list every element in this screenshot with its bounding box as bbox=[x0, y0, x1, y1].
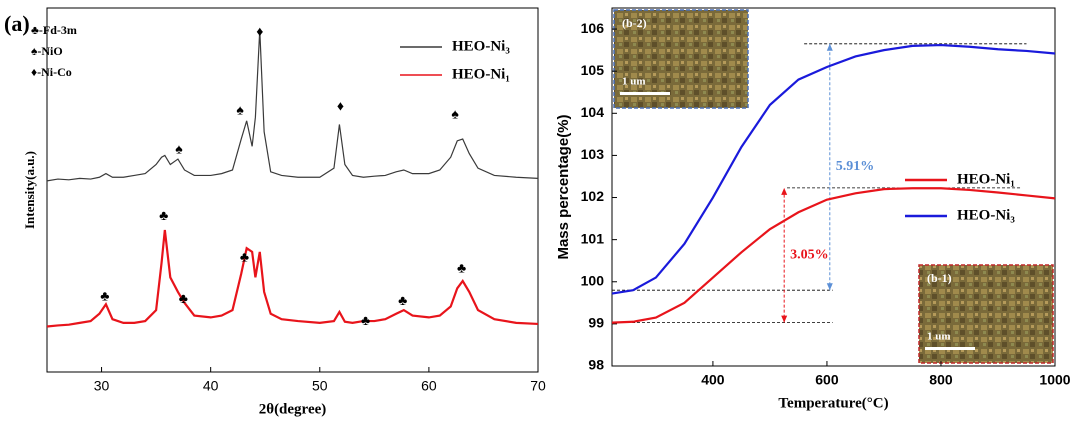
y-tick-label: 102 bbox=[581, 188, 605, 204]
inset-image bbox=[918, 264, 1054, 364]
peak-marker: ♣ bbox=[100, 288, 109, 304]
y-tick-label: 101 bbox=[581, 230, 605, 246]
x-tick-label: 40 bbox=[203, 378, 219, 394]
arrowhead bbox=[826, 43, 833, 51]
x-tick-label: 400 bbox=[701, 372, 725, 388]
series-line bbox=[46, 229, 539, 328]
x-tick-label: 60 bbox=[421, 378, 437, 394]
y-tick-label: 98 bbox=[588, 357, 604, 373]
series-line bbox=[611, 187, 1056, 324]
x-tick-label: 30 bbox=[94, 378, 110, 394]
y-tick-label: 103 bbox=[581, 146, 605, 162]
inset-scale-label: 1 um bbox=[927, 331, 951, 343]
legend-label: HEO-Ni₁ bbox=[957, 171, 1015, 187]
phase-legend-entry: ♦-Ni-Co bbox=[31, 65, 72, 79]
inset-scale-label: 1 um bbox=[622, 76, 646, 88]
peak-marker: ♣ bbox=[179, 290, 188, 306]
inset-image bbox=[613, 9, 749, 109]
difference-label: 3.05% bbox=[790, 247, 829, 262]
peak-marker: ♠ bbox=[175, 141, 183, 157]
x-axis-label: Temperature(°C) bbox=[778, 395, 888, 411]
x-axis-label: 2θ(degree) bbox=[259, 401, 327, 417]
y-axis-label: Intensity(a.u.) bbox=[22, 151, 37, 229]
plot-frame bbox=[46, 7, 539, 373]
y-tick-label: 106 bbox=[581, 20, 605, 36]
plot-frame bbox=[611, 7, 1056, 367]
legend-label: HEO-Ni₁ bbox=[452, 66, 510, 82]
inset-label: (b-2) bbox=[622, 16, 647, 30]
phase-legend-entry: ♠-NiO bbox=[31, 44, 63, 58]
x-tick-label: 50 bbox=[312, 378, 328, 394]
y-tick-label: 99 bbox=[588, 315, 604, 331]
y-tick-label: 100 bbox=[581, 272, 605, 288]
series-line bbox=[46, 29, 539, 182]
y-tick-label: 104 bbox=[581, 104, 605, 120]
legend-label: HEO-Ni₃ bbox=[452, 38, 510, 54]
panel-label: (a) bbox=[4, 11, 30, 36]
series-line bbox=[611, 43, 1056, 295]
x-tick-label: 1000 bbox=[1039, 372, 1070, 388]
inset-scale-bar bbox=[620, 92, 670, 95]
y-tick-label: 105 bbox=[581, 62, 605, 78]
peak-marker: ♠ bbox=[451, 106, 459, 122]
inset-label: (b-1) bbox=[927, 271, 952, 285]
x-tick-label: 600 bbox=[815, 372, 839, 388]
legend-label: HEO-Ni₃ bbox=[957, 207, 1015, 223]
difference-label: 5.91% bbox=[836, 159, 875, 174]
x-tick-label: 70 bbox=[530, 378, 546, 394]
inset-scale-bar bbox=[925, 347, 975, 350]
arrowhead bbox=[826, 283, 833, 291]
x-tick-label: 800 bbox=[929, 372, 953, 388]
peak-marker: ♣ bbox=[361, 312, 370, 328]
phase-legend-entry: ♣-Fd-3m bbox=[31, 23, 77, 37]
peak-marker: ♣ bbox=[240, 248, 249, 264]
arrowhead bbox=[781, 187, 788, 195]
peak-marker: ♣ bbox=[457, 260, 466, 276]
arrowhead bbox=[781, 315, 788, 323]
peak-marker: ♦ bbox=[256, 23, 263, 39]
peak-marker: ♣ bbox=[159, 207, 168, 223]
y-axis-label: Mass percentage(%) bbox=[555, 114, 572, 259]
peak-marker: ♠ bbox=[236, 102, 244, 118]
peak-marker: ♦ bbox=[337, 98, 344, 114]
peak-marker: ♣ bbox=[398, 292, 407, 308]
